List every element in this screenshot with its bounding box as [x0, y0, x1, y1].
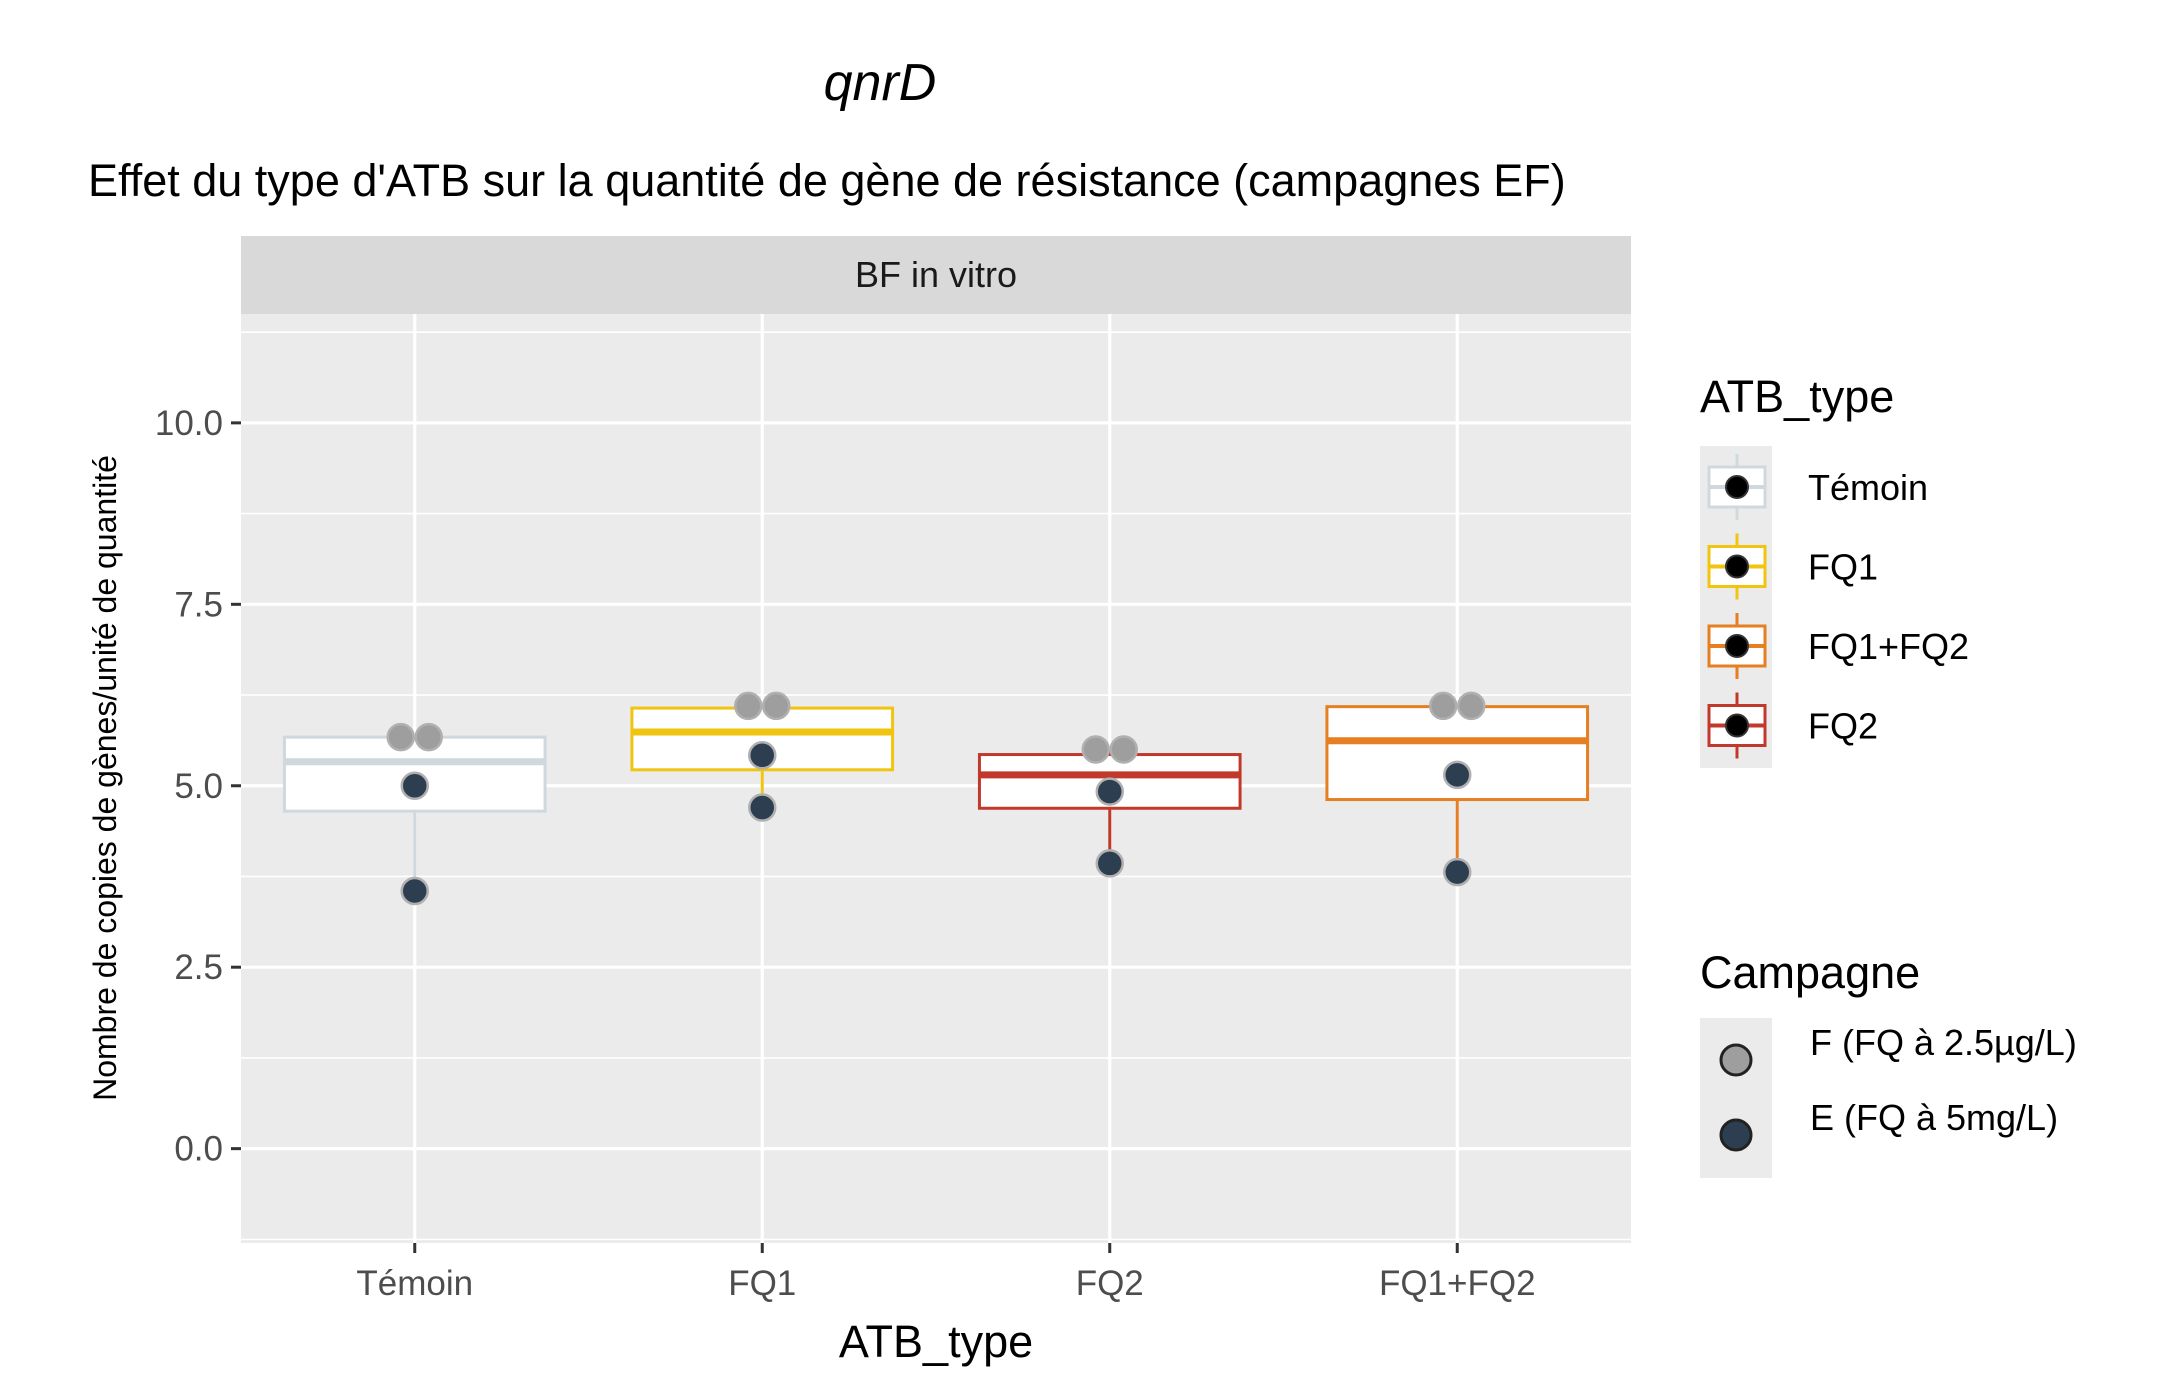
data-point [1109, 735, 1138, 764]
legend-key-point [1719, 1043, 1753, 1077]
data-point [400, 876, 429, 906]
data-point [748, 793, 777, 822]
data-point [734, 691, 763, 721]
legend-title: Campagne [1700, 947, 1920, 998]
data-point [1457, 691, 1486, 721]
facet-label: BF in vitro [855, 254, 1017, 295]
legends: ATB_type Témoin FQ1 FQ1+FQ2 FQ2 Campagne F (FQ… [1700, 371, 2077, 1178]
chart-title: qnrD [824, 54, 937, 112]
legend-key-background [1700, 1018, 1772, 1178]
legend-key-point [1725, 475, 1749, 499]
y-tick-label: 7.5 [174, 585, 223, 624]
data-point [1095, 849, 1124, 878]
data-points [386, 691, 1486, 906]
data-point [386, 722, 415, 752]
legend-key-point [1725, 713, 1749, 738]
x-tick-label: FQ1 [728, 1264, 796, 1303]
legend-key-point [1725, 634, 1749, 658]
legend-item-label: FQ2 [1808, 706, 1878, 747]
data-point [414, 722, 443, 752]
legend-item-label: FQ1 [1808, 547, 1878, 588]
x-axis-title: ATB_type [839, 1316, 1033, 1367]
x-tick-label: Témoin [356, 1264, 473, 1303]
legend-item-label: FQ1+FQ2 [1808, 626, 1969, 667]
legend-item-label: F (FQ à 2.5µg/L) [1810, 1022, 2077, 1063]
y-tick-label: 10.0 [155, 404, 223, 443]
y-axis-title: Nombre de copies de gènes/unité de quant… [87, 455, 123, 1101]
data-point [1443, 760, 1472, 790]
data-point [400, 771, 429, 801]
y-tick-label: 2.5 [174, 948, 223, 987]
y-tick-label: 5.0 [174, 767, 223, 806]
legend-title: ATB_type [1700, 371, 1894, 422]
y-tick-label: 0.0 [174, 1130, 223, 1169]
data-point [748, 741, 777, 770]
legend-item-label: Témoin [1808, 467, 1928, 508]
legend-key-point [1719, 1118, 1753, 1152]
data-point [1081, 735, 1110, 764]
x-tick-label: FQ1+FQ2 [1379, 1264, 1536, 1303]
chart-subtitle: Effet du type d'ATB sur la quantité de g… [88, 155, 1566, 206]
x-axis: Témoin FQ1 FQ2 FQ1+FQ2 [356, 1243, 1536, 1303]
legend-key-point [1725, 554, 1749, 579]
data-point [1095, 777, 1124, 806]
legend-item-label: E (FQ à 5mg/L) [1810, 1097, 2058, 1138]
y-axis: 0.0 2.5 5.0 7.5 10.0 [155, 404, 241, 1169]
facet-strip [241, 236, 1631, 314]
data-point [762, 691, 791, 721]
x-tick-label: FQ2 [1076, 1264, 1144, 1303]
data-point [1429, 691, 1458, 721]
data-point [1443, 857, 1472, 887]
